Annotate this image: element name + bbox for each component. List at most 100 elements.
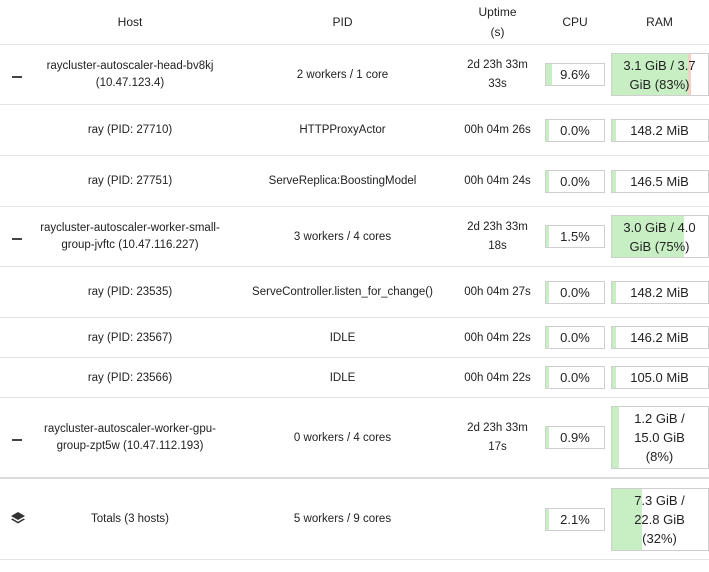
table-row: ray (PID: 23566) IDLE 00h 04m 22s 0.0% 1… [0, 357, 709, 398]
cpu-meter-text: 0.0% [560, 122, 590, 138]
uptime-cell: 00h 04m 27s [455, 266, 540, 318]
minus-icon[interactable] [12, 75, 22, 78]
table-row: ray (PID: 23567) IDLE 00h 04m 22s 0.0% 1… [0, 317, 709, 358]
cpu-cell: 0.0% [540, 104, 610, 156]
ram-column-header[interactable]: RAM [610, 0, 709, 45]
ram-meter: 3.1 GiB / 3.7 GiB (83%) [610, 53, 709, 96]
pid-cell: 0 workers / 4 cores [230, 397, 455, 479]
pid-cell: ServeReplica:BoostingModel [230, 155, 455, 207]
cpu-cell: 0.0% [540, 317, 610, 358]
minus-icon[interactable] [12, 438, 22, 441]
ram-meter: 148.2 MiB [610, 118, 709, 142]
host-cell: ray (PID: 23535) [30, 266, 230, 318]
pid-cell: 2 workers / 1 core [230, 44, 455, 105]
cpu-meter-text: 0.0% [560, 173, 590, 189]
cpu-cell: 0.0% [540, 266, 610, 318]
ram-meter-fill [611, 54, 692, 95]
cpu-meter: 9.6% [545, 63, 605, 86]
ram-cell: 3.1 GiB / 3.7 GiB (83%) [610, 44, 709, 105]
table-row: ray (PID: 23535) ServeController.listen_… [0, 266, 709, 318]
cpu-meter-fill [546, 427, 549, 448]
ram-cell: 3.0 GiB / 4.0 GiB (75%) [610, 206, 709, 267]
ram-meter-fill [611, 281, 617, 303]
ram-cell: 105.0 MiB [610, 357, 709, 398]
totals-host-cell: Totals (3 hosts) [30, 477, 230, 560]
ram-meter-fill [611, 367, 617, 388]
host-cell: ray (PID: 27710) [30, 104, 230, 156]
uptime-label: 2d 23h 33m 18s [467, 220, 528, 252]
ram-meter: 146.5 MiB [610, 169, 709, 193]
layers-icon [11, 511, 25, 523]
table-body: raycluster-autoscaler-head-bv8kj (10.47.… [0, 44, 709, 560]
table-row: raycluster-autoscaler-worker-gpu-group-z… [0, 397, 709, 479]
host-column-header[interactable]: Host [30, 0, 230, 45]
pid-column-header[interactable]: PID [230, 0, 455, 45]
pid-cell: IDLE [230, 357, 455, 398]
table-row: ray (PID: 27710) HTTPProxyActor 00h 04m … [0, 104, 709, 156]
cpu-cell: 0.0% [540, 155, 610, 207]
totals-icon-cell [0, 477, 30, 560]
pid-cell: IDLE [230, 317, 455, 358]
empty-toggle-cell [0, 104, 30, 156]
ram-meter-text: 148.2 MiB [630, 122, 689, 138]
ram-cell: 148.2 MiB [610, 266, 709, 318]
table-row: raycluster-autoscaler-head-bv8kj (10.47.… [0, 44, 709, 105]
pid-cell: HTTPProxyActor [230, 104, 455, 156]
host-cell: ray (PID: 23567) [30, 317, 230, 358]
uptime-cell: 00h 04m 22s [455, 357, 540, 398]
cpu-meter: 1.5% [545, 225, 605, 248]
ram-meter-text: 3.1 GiB / 3.7 GiB (83%) [623, 57, 696, 92]
ram-meter: 7.3 GiB / 22.8 GiB (32%) [610, 487, 709, 551]
cpu-meter-text: 1.5% [560, 229, 590, 244]
uptime-column-header[interactable]: Uptime (s) [455, 0, 540, 45]
host-label: raycluster-autoscaler-head-bv8kj (10.47.… [46, 59, 214, 89]
ram-meter: 148.2 MiB [610, 280, 709, 304]
host-cell: raycluster-autoscaler-worker-small-group… [30, 206, 230, 267]
ram-cell: 146.5 MiB [610, 155, 709, 207]
collapse-toggle[interactable] [0, 397, 30, 479]
uptime-cell: 00h 04m 26s [455, 104, 540, 156]
ram-meter: 3.0 GiB / 4.0 GiB (75%) [610, 215, 709, 258]
table-row: raycluster-autoscaler-worker-small-group… [0, 206, 709, 267]
cpu-meter-fill [546, 170, 549, 192]
cpu-meter: 0.0% [545, 366, 605, 389]
ram-meter-text: 146.2 MiB [630, 330, 689, 345]
totals-row: Totals (3 hosts) 5 workers / 9 cores 2.1… [0, 477, 709, 560]
cpu-meter: 0.0% [545, 280, 605, 304]
cpu-meter-fill [546, 226, 549, 247]
ram-cell: 1.2 GiB / 15.0 GiB (8%) [610, 397, 709, 479]
pid-cell: 3 workers / 4 cores [230, 206, 455, 267]
empty-toggle-cell [0, 317, 30, 358]
ram-meter-text: 1.2 GiB / 15.0 GiB (8%) [634, 411, 685, 464]
cpu-meter: 0.0% [545, 169, 605, 193]
ram-meter: 1.2 GiB / 15.0 GiB (8%) [610, 406, 709, 469]
ram-cell: 148.2 MiB [610, 104, 709, 156]
cluster-table: Host PID Uptime (s) CPU RAM raycluster-a… [0, 0, 709, 560]
cpu-meter-text: 2.1% [560, 511, 590, 527]
uptime-cell: 2d 23h 33m 18s [455, 206, 540, 267]
cpu-meter-fill [546, 64, 552, 85]
cpu-meter-fill [546, 119, 549, 141]
collapse-toggle[interactable] [0, 44, 30, 105]
host-cell: ray (PID: 27751) [30, 155, 230, 207]
ram-meter-fill [611, 407, 620, 468]
ram-meter-fill [611, 119, 617, 141]
uptime-label: 2d 23h 33m 33s [467, 58, 528, 90]
collapse-toggle[interactable] [0, 206, 30, 267]
cpu-meter-fill [546, 367, 549, 388]
minus-icon[interactable] [12, 237, 22, 240]
cpu-meter: 0.9% [545, 426, 605, 449]
uptime-label: 2d 23h 33m 17s [467, 421, 528, 453]
cpu-meter-fill [546, 508, 549, 530]
table-header-row: Host PID Uptime (s) CPU RAM [0, 0, 709, 45]
cpu-column-header[interactable]: CPU [540, 0, 610, 45]
cpu-meter-text: 9.6% [560, 67, 590, 82]
ram-meter-text: 105.0 MiB [630, 370, 689, 385]
cpu-meter-fill [546, 327, 549, 348]
ram-meter-fill [611, 216, 684, 257]
totals-uptime-cell [455, 477, 540, 560]
cpu-cell: 9.6% [540, 44, 610, 105]
ram-meter-fill [611, 327, 617, 348]
ram-meter-text: 3.0 GiB / 4.0 GiB (75%) [623, 219, 696, 254]
cpu-meter: 0.0% [545, 326, 605, 349]
